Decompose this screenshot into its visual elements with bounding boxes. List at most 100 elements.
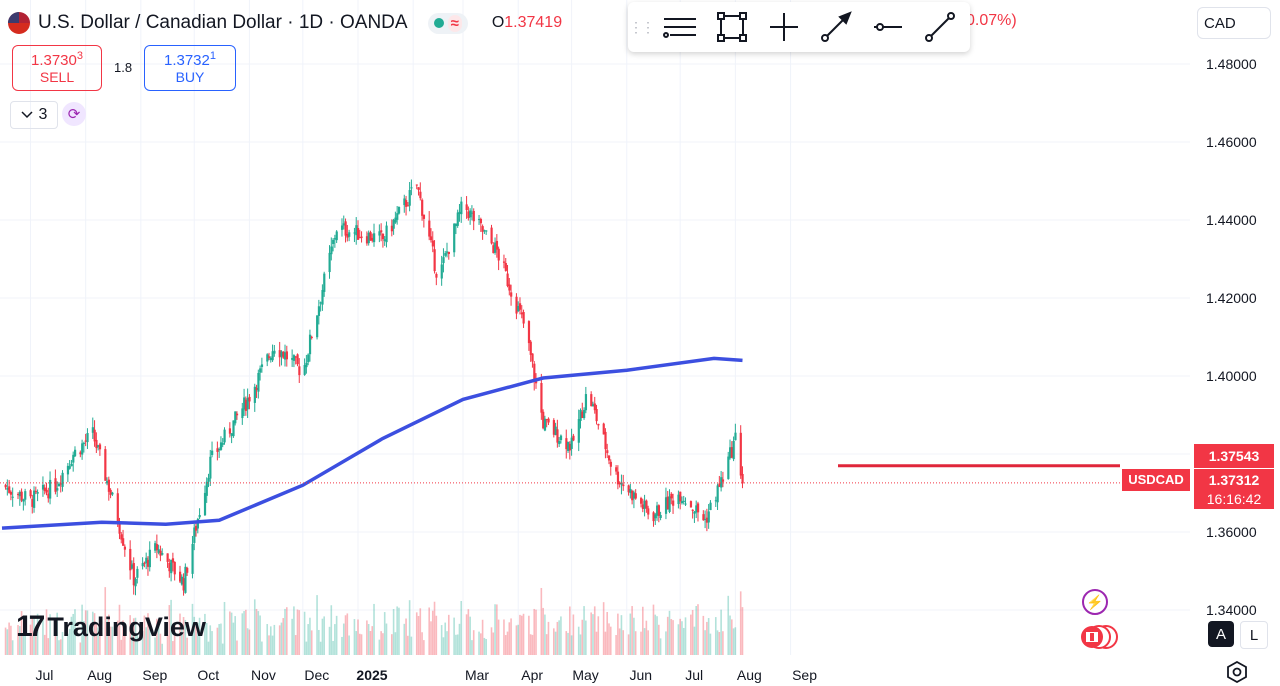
currency-select[interactable]: CAD: [1197, 7, 1271, 39]
volume-bar: [467, 609, 470, 655]
volume-bar: [303, 611, 306, 655]
volume-bar: [111, 626, 114, 655]
candle-body: [209, 456, 212, 479]
volume-bar: [471, 640, 473, 655]
volume-bar: [618, 628, 621, 655]
volume-bar: [268, 635, 270, 655]
volume-bar: [84, 610, 87, 655]
lightning-icon[interactable]: ⚡: [1082, 589, 1108, 615]
volume-bar: [718, 632, 721, 655]
drag-handle-icon[interactable]: ⋮⋮: [629, 18, 655, 35]
chart-grid: [0, 0, 1190, 655]
candle-body: [61, 472, 64, 487]
volume-bar: [20, 611, 23, 655]
refresh-icon[interactable]: ⟳: [62, 102, 86, 126]
volume-bar: [307, 624, 309, 655]
candle-body: [682, 500, 685, 502]
candle-body: [679, 491, 682, 502]
log-scale-button[interactable]: L: [1240, 621, 1268, 649]
symbol-title[interactable]: U.S. Dollar / Canadian Dollar · 1D · OAN…: [38, 12, 408, 33]
candle-body: [291, 357, 294, 360]
volume-bar: [83, 621, 85, 655]
candle-body: [529, 341, 532, 355]
candle-body: [91, 427, 94, 433]
volume-bar: [385, 623, 388, 655]
candle-body: [428, 220, 431, 237]
volume-bar: [230, 612, 233, 655]
volume-bar: [693, 626, 696, 655]
candle-body: [243, 397, 246, 410]
volume-bar: [727, 595, 730, 655]
candle-body: [180, 576, 183, 585]
horizontal-line-icon: [874, 23, 902, 31]
price-tick-label: 1.48000: [1206, 56, 1257, 72]
volume-bar: [357, 619, 359, 655]
candle-body: [292, 355, 296, 361]
volume-bar: [407, 635, 409, 655]
spread-value: 1.8: [114, 60, 133, 75]
trend-line-tool-button[interactable]: [914, 5, 966, 49]
candle-body: [129, 548, 132, 571]
volume-bar: [421, 632, 423, 655]
volume-bar: [540, 587, 543, 655]
volume-bar: [4, 627, 7, 655]
volume-bar: [278, 625, 281, 655]
candle-body: [205, 481, 208, 496]
horizontal-line-tool-button[interactable]: [862, 5, 914, 49]
templates-button[interactable]: [654, 5, 706, 49]
volume-bar: [666, 616, 669, 655]
volume-bar: [116, 620, 119, 655]
volume-bar: [554, 631, 557, 655]
candle-body: [157, 549, 160, 553]
candle-body: [718, 483, 721, 487]
volume-bar: [634, 631, 637, 655]
canada-flags-icon[interactable]: [1080, 624, 1120, 650]
candle-body: [319, 302, 322, 304]
candle-body: [481, 226, 484, 232]
tradingview-logo[interactable]: 17 TradingView: [16, 610, 206, 644]
candle-body: [284, 352, 287, 360]
candle-body: [342, 223, 345, 226]
sell-button[interactable]: 1.37303 SELL: [12, 45, 102, 91]
volume-bar: [221, 643, 224, 655]
candle-body: [584, 394, 588, 411]
volume-bar: [433, 601, 436, 655]
buy-price: 1.37321: [145, 50, 235, 69]
volume-bar: [643, 628, 646, 655]
volume-bar: [74, 609, 76, 655]
wave-icon: ≈: [447, 14, 462, 32]
candle-body: [647, 508, 650, 515]
candle-body: [405, 200, 408, 207]
candle-body: [702, 514, 705, 521]
arrow-tool-button[interactable]: [810, 5, 862, 49]
settings-icon[interactable]: [1226, 661, 1248, 683]
auto-scale-button[interactable]: A: [1208, 621, 1234, 647]
candle-body: [369, 232, 372, 241]
volume-bar: [677, 624, 680, 655]
volume-bar: [670, 619, 673, 655]
buy-button[interactable]: 1.37321 BUY: [144, 45, 236, 91]
volume-bar: [8, 622, 10, 655]
crosshair-tool-button[interactable]: [758, 5, 810, 49]
volume-bar: [159, 633, 162, 655]
candle-body: [693, 511, 696, 514]
volume-bar: [547, 621, 550, 655]
hidden-indicators-button[interactable]: 3: [10, 101, 58, 129]
candle-body: [373, 233, 376, 243]
candle-body: [20, 491, 23, 501]
volume-bar: [109, 626, 112, 655]
candle-body: [597, 423, 600, 426]
volume-bar: [17, 625, 19, 655]
candle-body: [70, 463, 73, 467]
volume-bar: [218, 624, 220, 655]
candle-body: [520, 312, 523, 315]
volume-bar: [672, 620, 674, 655]
candle-body: [159, 550, 162, 556]
candle-body: [739, 432, 742, 476]
market-status[interactable]: ≈: [427, 12, 468, 34]
rectangle-tool-button[interactable]: [706, 5, 758, 49]
volume-bar: [472, 630, 475, 655]
volume-bar: [405, 618, 407, 655]
candle-body: [136, 568, 139, 578]
